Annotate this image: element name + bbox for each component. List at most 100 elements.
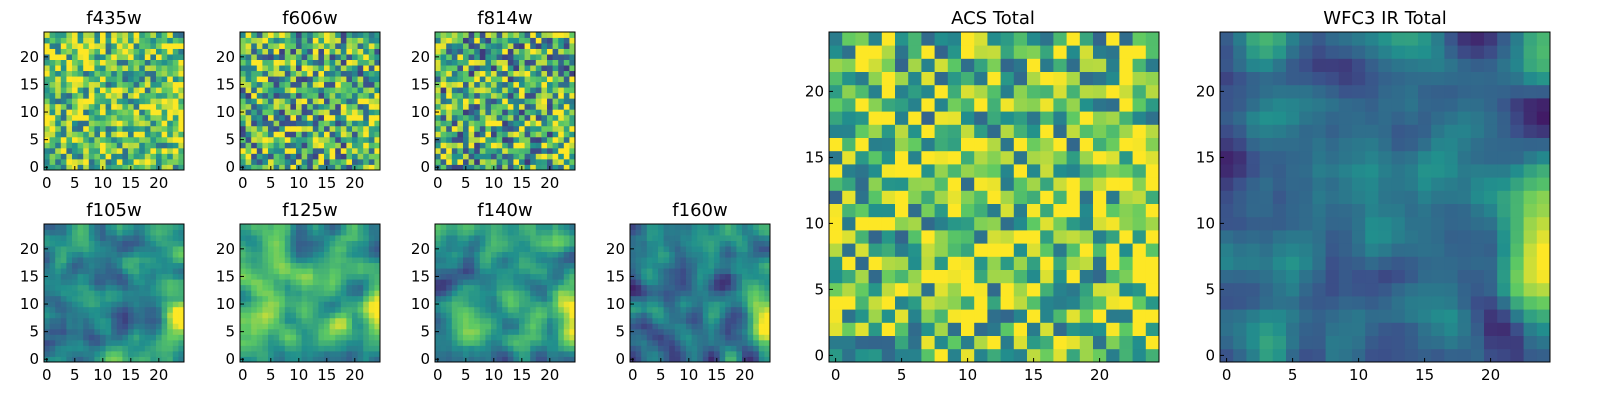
heatmap-cell	[524, 279, 531, 286]
heatmap-cell	[178, 131, 185, 138]
heatmap-cell	[77, 328, 84, 335]
heatmap-cell	[652, 284, 659, 291]
heatmap-cell	[133, 87, 140, 94]
heatmap-cell	[329, 240, 336, 247]
heatmap-cell	[1013, 282, 1028, 297]
heatmap-cell	[318, 65, 325, 72]
heatmap-cell	[284, 257, 291, 264]
heatmap-cell	[502, 251, 509, 258]
heatmap-cell	[686, 229, 692, 236]
heatmap-cell	[491, 273, 497, 280]
heatmap-cell	[83, 48, 90, 55]
heatmap-cell	[363, 109, 370, 116]
heatmap-cell	[156, 273, 162, 280]
heatmap-cell	[1132, 348, 1147, 363]
heatmap-cell	[569, 65, 576, 72]
panel-title: ACS Total	[951, 8, 1035, 29]
heatmap-cell	[987, 348, 1001, 363]
heatmap-cell	[178, 142, 185, 149]
heatmap-cell	[524, 235, 531, 241]
heatmap-cell	[128, 295, 134, 302]
heatmap-cell	[463, 59, 469, 66]
heatmap-cell	[83, 103, 90, 110]
heatmap-cell	[156, 257, 162, 264]
heatmap-cell	[156, 81, 162, 88]
heatmap-cell	[94, 103, 101, 110]
heatmap-cell	[335, 317, 342, 324]
heatmap-cell	[178, 37, 185, 44]
heatmap-cell	[496, 65, 503, 72]
y-tick-label: 0	[29, 158, 39, 176]
heatmap-cell	[753, 240, 760, 247]
heatmap-cell	[507, 164, 514, 171]
heatmap-cell	[530, 323, 537, 330]
heatmap-cell	[530, 334, 537, 341]
heatmap-cell	[440, 70, 447, 77]
heatmap-cell	[947, 177, 962, 191]
heatmap-cell	[301, 317, 308, 324]
heatmap-cell	[301, 125, 308, 132]
heatmap-cell	[374, 290, 381, 297]
heatmap-cell	[178, 158, 185, 165]
heatmap-cell	[105, 317, 112, 324]
heatmap-cell	[485, 136, 492, 143]
heatmap-cell	[474, 48, 481, 55]
heatmap-cell	[301, 350, 308, 357]
heatmap-cell	[435, 70, 441, 77]
heatmap-cell	[921, 216, 935, 231]
heatmap-cell	[251, 136, 258, 143]
heatmap-cell	[240, 48, 246, 55]
heatmap-cell	[374, 246, 381, 252]
heatmap-cell	[736, 257, 743, 264]
heatmap-cell	[150, 334, 157, 341]
heatmap-cell	[558, 120, 565, 127]
heatmap-cell	[496, 240, 503, 247]
heatmap-cell	[855, 216, 869, 231]
heatmap-cell	[507, 59, 514, 66]
heatmap-cell	[105, 284, 112, 291]
heatmap-cell	[519, 339, 525, 346]
heatmap-cell	[569, 59, 576, 66]
heatmap-cell	[725, 273, 732, 280]
heatmap-cell	[1027, 203, 1041, 218]
heatmap-cell	[652, 356, 659, 363]
heatmap-cell	[530, 317, 537, 324]
heatmap-cell	[1000, 164, 1015, 178]
heatmap-cell	[524, 76, 531, 83]
heatmap-cell	[88, 98, 95, 105]
heatmap-cell	[1040, 282, 1054, 297]
heatmap-cell	[368, 131, 375, 138]
heatmap-cell	[144, 246, 151, 252]
heatmap-cell	[161, 328, 168, 335]
heatmap-cell	[72, 279, 78, 286]
heatmap-cell	[172, 312, 179, 319]
heatmap-cell	[714, 312, 720, 319]
heatmap-cell	[491, 136, 497, 143]
heatmap-cell	[346, 262, 353, 269]
heatmap-cell	[368, 295, 375, 302]
heatmap-cell	[934, 190, 949, 204]
heatmap-cell	[1079, 216, 1094, 231]
heatmap-cell	[507, 32, 514, 38]
heatmap-cell	[133, 153, 140, 160]
heatmap-cell	[697, 323, 704, 330]
heatmap-cell	[446, 65, 453, 72]
heatmap-cell	[128, 350, 134, 357]
heatmap-cell	[273, 32, 280, 38]
heatmap-cell	[156, 114, 162, 121]
heatmap-cell	[674, 235, 681, 241]
heatmap-cell	[251, 246, 258, 252]
heatmap-cell	[122, 131, 129, 138]
heatmap-cell	[245, 317, 252, 324]
heatmap-cell	[55, 54, 62, 60]
heatmap-cell	[307, 350, 314, 357]
y-tick-label: 5	[225, 323, 235, 341]
heatmap-cell	[987, 335, 1001, 350]
heatmap-cell	[1013, 216, 1028, 231]
heatmap-cell	[569, 312, 576, 319]
heatmap-cell	[111, 356, 118, 363]
heatmap-cell	[133, 70, 140, 77]
heatmap-cell	[468, 257, 475, 264]
heatmap-cell	[290, 323, 297, 330]
heatmap-cell	[463, 103, 469, 110]
